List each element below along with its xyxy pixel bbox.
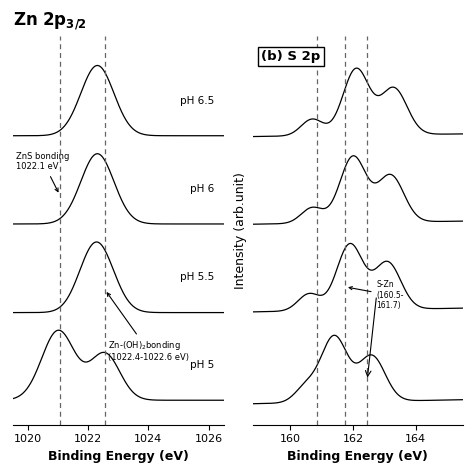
- Text: (b) S 2p: (b) S 2p: [261, 50, 320, 63]
- Text: pH 6: pH 6: [190, 184, 215, 194]
- Y-axis label: Intensity (arb.unit): Intensity (arb.unit): [234, 172, 247, 289]
- Text: pH 5: pH 5: [190, 361, 215, 371]
- Text: S-Zn
(160.5-
161.7): S-Zn (160.5- 161.7): [349, 280, 404, 310]
- X-axis label: Binding Energy (eV): Binding Energy (eV): [287, 450, 428, 463]
- Text: $\mathbf{Zn\ 2p_{3/2}}$: $\mathbf{Zn\ 2p_{3/2}}$: [13, 11, 87, 33]
- Text: Zn-(OH)$_2$bonding
(1022.4-1022.6 eV): Zn-(OH)$_2$bonding (1022.4-1022.6 eV): [107, 293, 189, 363]
- Text: ZnS bonding
1022.1 eV: ZnS bonding 1022.1 eV: [16, 152, 70, 191]
- X-axis label: Binding Energy (eV): Binding Energy (eV): [48, 450, 189, 463]
- Text: pH 5.5: pH 5.5: [180, 272, 215, 282]
- Text: pH 6.5: pH 6.5: [180, 96, 215, 106]
